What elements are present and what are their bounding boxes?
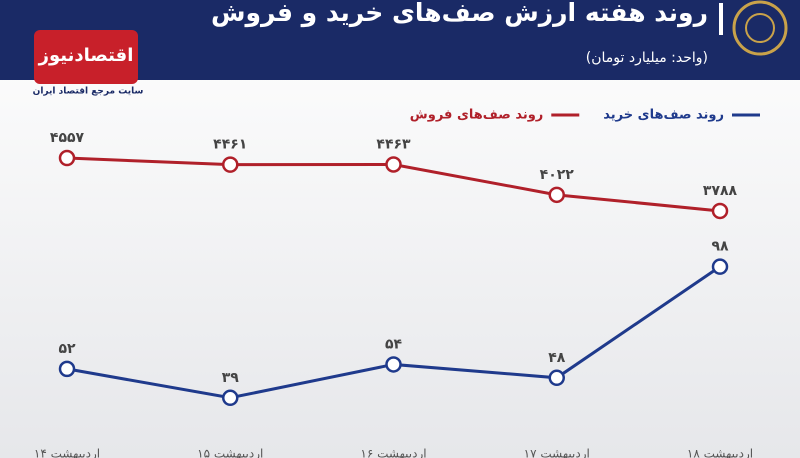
point <box>548 369 565 387</box>
point <box>58 149 76 167</box>
x-tick-label: ۱۵ اردیبهشت <box>197 447 263 458</box>
value-label: ۴۵۵۷ <box>50 130 85 146</box>
point <box>58 360 76 378</box>
x-tick-label: ۱۷ اردیبهشت <box>524 447 590 458</box>
point <box>385 356 402 373</box>
point <box>222 156 239 173</box>
value-label: ۳۹ <box>222 370 240 386</box>
x-tick-label: ۱۶ اردیبهشت <box>360 447 426 458</box>
point <box>711 258 729 275</box>
value-label: ۴۰۲۲ <box>540 167 575 183</box>
value-label: ۴۸ <box>548 350 566 366</box>
tagline: سایت مرجع اقتصاد ایران <box>33 87 144 97</box>
legend-label: روند صف‌های خرید <box>603 108 724 123</box>
point <box>548 186 565 204</box>
point <box>222 389 239 407</box>
legend-label: روند صف‌های فروش <box>410 108 543 123</box>
value-label: ۴۴۶۱ <box>213 137 247 153</box>
value-label: ۹۸ <box>711 239 729 255</box>
separator <box>719 3 723 35</box>
emblem <box>732 0 788 56</box>
x-tick-label: ۱۴ اردیبهشت <box>34 447 100 458</box>
x-tick-label: ۱۸ اردیبهشت <box>687 447 753 458</box>
point <box>385 156 402 173</box>
title: روند هفته ارزش صف‌های خرید و فروش <box>211 0 708 28</box>
value-label: ۵۲ <box>58 341 76 357</box>
emblem-inner <box>745 13 775 43</box>
logo-box <box>34 30 138 84</box>
point <box>711 202 729 220</box>
subtitle: (واحد: میلیارد تومان) <box>586 50 708 66</box>
value-label: ۳۷۸۸ <box>703 183 738 199</box>
value-label: ۵۴ <box>385 336 403 352</box>
value-label: ۴۴۶۳ <box>376 136 411 152</box>
logo: اقتصادنیوز <box>38 45 134 66</box>
